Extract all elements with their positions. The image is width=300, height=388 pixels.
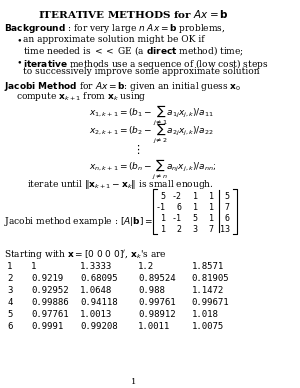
Text: an approximate solution might be OK if: an approximate solution might be OK if [23,35,205,44]
Text: $\mathbf{Background}$ : for very large $n$ $Ax = \mathbf{b}$ problems,: $\mathbf{Background}$ : for very large $… [4,22,226,35]
Text: 0.9991: 0.9991 [31,322,63,331]
Text: 0.99886: 0.99886 [31,298,69,307]
Text: 1: 1 [7,262,13,271]
Text: 1.0648: 1.0648 [80,286,112,295]
Text: -1: -1 [172,214,182,223]
Text: $\bullet$: $\bullet$ [16,57,22,66]
Text: 1.8571: 1.8571 [191,262,224,271]
Text: 0.9219: 0.9219 [31,274,63,283]
Text: $x_{n,k+1} = (b_n - \sum_{j \neq n} a_{nj}x_{j,k})/a_{nn};$: $x_{n,k+1} = (b_n - \sum_{j \neq n} a_{n… [89,158,216,182]
Text: 1.0013: 1.0013 [80,310,112,319]
Text: 5: 5 [156,192,166,201]
Text: 6: 6 [220,214,230,223]
Text: 2: 2 [172,225,182,234]
Text: $x_{2,k+1} = (b_2 - \sum_{j \neq 2} a_{2j}x_{j,k})/a_{22}$: $x_{2,k+1} = (b_2 - \sum_{j \neq 2} a_{2… [89,122,214,146]
Text: $\vdots$: $\vdots$ [132,143,140,156]
Text: 6: 6 [172,203,182,212]
Text: 4: 4 [7,298,13,307]
Text: -1: -1 [156,203,166,212]
Text: 13: 13 [220,225,230,234]
Text: ITERATIVE METHODS for $Ax = \mathbf{b}$: ITERATIVE METHODS for $Ax = \mathbf{b}$ [38,8,229,20]
Text: 1.0075: 1.0075 [191,322,224,331]
Text: time needed is $<<$ GE (a $\mathbf{direct}$ method) time;: time needed is $<<$ GE (a $\mathbf{direc… [23,45,244,58]
Text: 0.94118: 0.94118 [80,298,118,307]
Text: 0.99761: 0.99761 [138,298,176,307]
Text: 0.99671: 0.99671 [191,298,229,307]
Text: 1: 1 [193,203,198,212]
Text: 1.2: 1.2 [138,262,154,271]
Text: 5: 5 [220,192,230,201]
Text: 1: 1 [208,203,214,212]
Text: 1: 1 [156,225,166,234]
Text: 0.98912: 0.98912 [138,310,176,319]
Text: 3: 3 [7,286,13,295]
Text: 1: 1 [156,214,166,223]
Text: 1: 1 [208,214,214,223]
Text: $x_{1,k+1} = (b_1 - \sum_{j \neq 1} a_{1j}x_{j,k})/a_{11}$: $x_{1,k+1} = (b_1 - \sum_{j \neq 1} a_{1… [89,104,214,128]
Text: 0.81905: 0.81905 [191,274,229,283]
Text: 0.99208: 0.99208 [80,322,118,331]
Text: 7: 7 [208,225,214,234]
Text: to successively improve some approximate solution: to successively improve some approximate… [23,67,260,76]
Text: -2: -2 [172,192,182,201]
Text: 1: 1 [31,262,37,271]
Text: 0.68095: 0.68095 [80,274,118,283]
Text: 1: 1 [131,378,136,386]
Text: Starting with $\mathbf{x} = [0\ 0\ 0\ 0]'$, $\mathbf{x}_k$'s are: Starting with $\mathbf{x} = [0\ 0\ 0\ 0]… [4,248,167,261]
Text: 0.97761: 0.97761 [31,310,69,319]
Text: 1.3333: 1.3333 [80,262,112,271]
Text: compute $\mathbf{x}_{k+1}$ from $\mathbf{x}_k$ using: compute $\mathbf{x}_{k+1}$ from $\mathbf… [16,90,146,103]
Text: $\mathbf{iterative}$ methods use a sequence of (low cost) steps: $\mathbf{iterative}$ methods use a seque… [23,57,268,71]
Text: 0.988: 0.988 [138,286,165,295]
Text: $\bullet$: $\bullet$ [16,35,22,44]
Text: 0.92952: 0.92952 [31,286,69,295]
Text: 2: 2 [7,274,13,283]
Text: 6: 6 [7,322,13,331]
Text: 1.1472: 1.1472 [191,286,224,295]
Text: 3: 3 [193,225,198,234]
Text: 1: 1 [193,192,198,201]
Text: iterate until $\|\mathbf{x}_{k+1} - \mathbf{x}_k\|$ is small enough.: iterate until $\|\mathbf{x}_{k+1} - \mat… [27,178,214,191]
Text: 0.89524: 0.89524 [138,274,176,283]
Text: 5: 5 [193,214,198,223]
Text: 1.0011: 1.0011 [138,322,170,331]
Text: 1: 1 [208,192,214,201]
Text: 5: 5 [7,310,13,319]
Text: 1.018: 1.018 [191,310,218,319]
Text: Jacobi method example : $[A|\mathbf{b}] = $: Jacobi method example : $[A|\mathbf{b}] … [4,215,154,228]
Text: 7: 7 [220,203,230,212]
Text: $\mathbf{Jacobi\ Method}$ for $Ax = \mathbf{b}$: given an initial guess $\mathbf: $\mathbf{Jacobi\ Method}$ for $Ax = \mat… [4,80,242,93]
